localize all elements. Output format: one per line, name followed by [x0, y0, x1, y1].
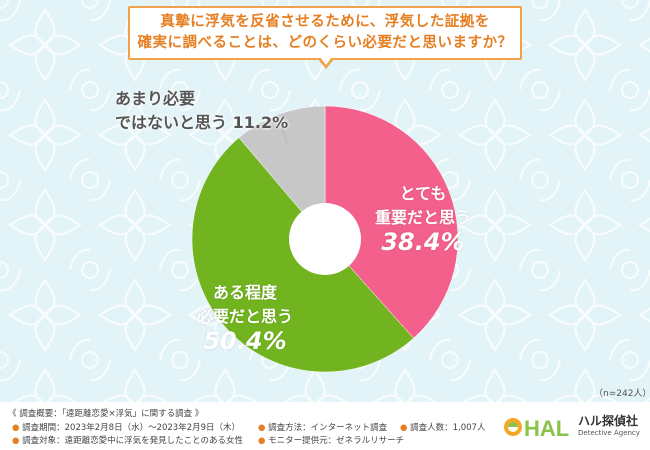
- slice-label-somewhat-necessary: ある程度 必要だと思う 50.4%: [180, 279, 310, 355]
- slice-name-line2: 重要だと思う: [374, 208, 471, 227]
- slice-label-not-necessary: あまり必要 ではないと思う 11.2%: [115, 85, 288, 133]
- logo-mark-green: [508, 422, 518, 427]
- survey-period-row: ● 調査期間：2023年2月8日（水）～2023年2月9日（木）: [12, 421, 240, 433]
- slice-value-label: 38.4%: [381, 228, 465, 256]
- bullet-icon: ●: [12, 423, 20, 433]
- question-box: 真摯に浮気を反省させるために、浮気した証拠を 確実に調べることは、どのくらい必要…: [128, 6, 522, 60]
- slice-name-line1: あまり必要: [115, 89, 196, 108]
- survey-method-row: ● 調査方法：インターネット調査: [258, 421, 387, 433]
- bullet-icon: ●: [400, 423, 408, 433]
- sample-size-label: （n=242人）: [594, 389, 650, 399]
- leader-line: [281, 126, 288, 145]
- logo-subtitle: Detective Agency: [578, 429, 640, 437]
- question-line-2: 確実に調べることは、どのくらい必要だと思いますか？: [137, 35, 513, 51]
- slice-value-label: 50.4%: [203, 327, 287, 355]
- slice-very-important: [324, 105, 459, 339]
- survey-count: 調査人数：1,007人: [410, 423, 486, 433]
- slice-not-necessary: [238, 105, 326, 240]
- survey-target-row: ● 調査対象：遠距離恋愛中に浮気を発見したことのある女性: [12, 434, 243, 446]
- survey-overview: 《 調査概要：「遠距離恋愛×浮気」に関する調査 》: [8, 409, 204, 419]
- slice-name-line2: 必要だと思う: [196, 307, 293, 326]
- footer: [0, 402, 650, 450]
- donut-hole: [289, 203, 361, 275]
- bullet-icon: ●: [12, 436, 20, 446]
- question-line-1: 真摯に浮気を反省させるために、浮気した証拠を: [160, 14, 490, 30]
- survey-target: 調査対象：遠距離恋愛中に浮気を発見したことのある女性: [22, 436, 244, 446]
- slice-name-line1: とても: [399, 184, 447, 203]
- survey-period: 調査期間：2023年2月8日（水）～2023年2月9日（木）: [22, 423, 241, 433]
- slice-label-very-important: とても 重要だと思う 38.4%: [362, 180, 484, 256]
- logo-mark-text: HAL: [524, 416, 569, 441]
- survey-provider: モニター提供元：ゼネラルリサーチ: [268, 436, 405, 446]
- slice-name-line2: ではないと思う: [115, 113, 228, 132]
- slice-value-label: 11.2%: [232, 113, 289, 132]
- hal-logo: HAL: [504, 416, 569, 441]
- question-pointer-inner: [320, 57, 332, 65]
- survey-provider-row: ● モニター提供元：ゼネラルリサーチ: [258, 434, 404, 446]
- slice-name-line2-row: ではないと思う 11.2%: [115, 109, 288, 133]
- survey-method: 調査方法：インターネット調査: [268, 423, 388, 433]
- logo-name: ハル探偵社: [578, 414, 639, 428]
- bullet-icon: ●: [258, 423, 266, 433]
- bullet-icon: ●: [258, 436, 266, 446]
- slice-name-line1: ある程度: [212, 283, 277, 302]
- survey-count-row: ● 調査人数：1,007人: [400, 421, 485, 433]
